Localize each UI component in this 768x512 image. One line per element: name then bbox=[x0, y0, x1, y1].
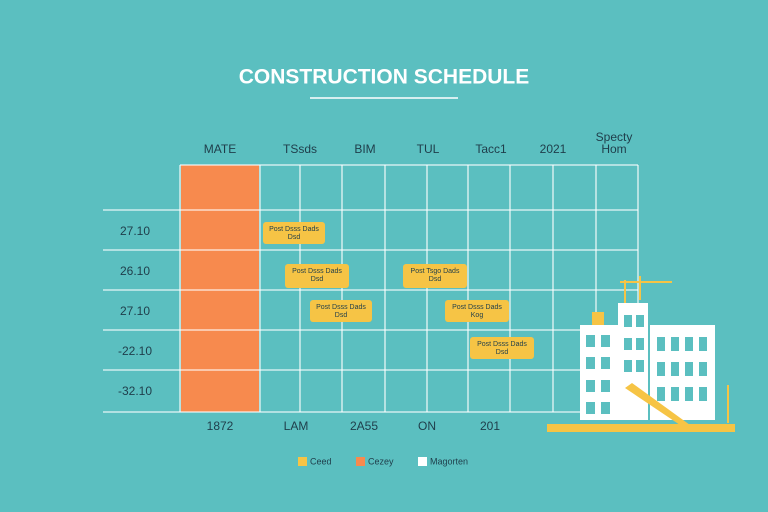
task-bar bbox=[470, 337, 534, 359]
task-bar bbox=[285, 264, 349, 288]
column-header: Tacc1 bbox=[475, 142, 507, 156]
row-label: -22.10 bbox=[118, 344, 152, 358]
column-header: 2021 bbox=[540, 142, 567, 156]
footer-label: 201 bbox=[480, 419, 500, 433]
row-label: -32.10 bbox=[118, 384, 152, 398]
building-illustration bbox=[547, 276, 735, 432]
title: CONSTRUCTION SCHEDULE bbox=[239, 66, 530, 89]
column-header: BIM bbox=[354, 142, 375, 156]
row-label: 26.10 bbox=[120, 264, 150, 278]
task-bar bbox=[445, 300, 509, 322]
row-label: 27.10 bbox=[120, 224, 150, 238]
task-bar bbox=[310, 300, 372, 322]
legend-label: Magorten bbox=[430, 456, 468, 466]
task-label: Dsd bbox=[335, 312, 348, 319]
footer-label: 2A55 bbox=[350, 419, 378, 433]
task-label: Dsd bbox=[496, 349, 509, 356]
column-header: Hom bbox=[601, 142, 626, 156]
task-label: Dsd bbox=[288, 234, 301, 241]
legend-label: Cezey bbox=[368, 456, 394, 466]
task-label: Post Dsss Dads bbox=[316, 304, 366, 311]
task-label: Post Tsgo Dads bbox=[411, 268, 460, 275]
column-header: MATE bbox=[204, 142, 236, 156]
legend: Ceed Cezey Magorten bbox=[298, 456, 468, 466]
footer-label: LAM bbox=[284, 419, 309, 433]
task-label: Dsd bbox=[429, 276, 442, 283]
task-bar bbox=[403, 264, 467, 288]
task-label: Post Dsss Dads bbox=[292, 268, 342, 275]
task-label: Post Dsss Dads bbox=[477, 341, 527, 348]
column-header: TSsds bbox=[283, 142, 317, 156]
row-label: 27.10 bbox=[120, 304, 150, 318]
footer-label: 1872 bbox=[207, 419, 234, 433]
legend-swatch bbox=[418, 457, 427, 466]
task-bar bbox=[263, 222, 325, 244]
footer-label: ON bbox=[418, 419, 436, 433]
task-label: Post Dsss Dads bbox=[452, 304, 502, 311]
column-header: Specty bbox=[596, 130, 633, 144]
task-label: Post Dsss Dads bbox=[269, 226, 319, 233]
legend-swatch bbox=[356, 457, 365, 466]
legend-label: Ceed bbox=[310, 456, 332, 466]
task-label: Dsd bbox=[311, 276, 324, 283]
task-label: Kog bbox=[471, 312, 484, 319]
legend-swatch bbox=[298, 457, 307, 466]
highlight-column bbox=[181, 165, 259, 412]
column-header: TUL bbox=[417, 142, 440, 156]
